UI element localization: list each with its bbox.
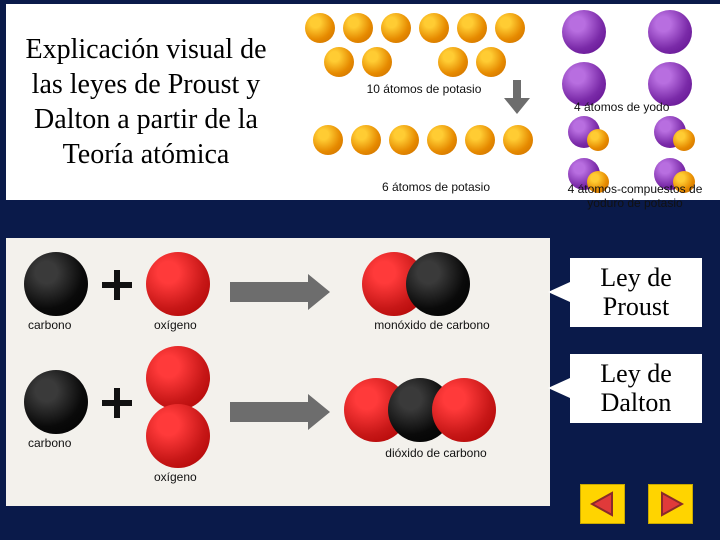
label-carbon-r1: carbono	[28, 318, 71, 332]
callout-proust-tail	[548, 282, 570, 302]
next-button[interactable]	[648, 484, 693, 524]
potassium-atom	[351, 125, 381, 155]
slide-title-text: Explicación visual de las leyes de Prous…	[12, 32, 280, 172]
potassium-atom	[389, 125, 419, 155]
carbon-atom	[24, 252, 88, 316]
label-oxygen-r2: oxígeno	[154, 470, 197, 484]
carbon-atom	[24, 370, 88, 434]
potassium-atom	[476, 47, 506, 77]
oxygen-atom	[146, 346, 210, 410]
potassium-atom	[381, 13, 411, 43]
potassium-atom	[313, 125, 343, 155]
arrow-right-icon	[230, 394, 330, 430]
oxygen-atom	[432, 378, 496, 442]
arrow-right-icon	[230, 274, 330, 310]
triangle-left-icon	[590, 491, 616, 517]
panel-carbon-oxygen: carbono oxígeno monóxido de carbono carbono…	[6, 238, 550, 506]
label-potassium-top: 10 átomos de potasio	[344, 82, 504, 96]
panel-iodine-compound: 4 átomos de yodo4 átomos-compuestos de y…	[542, 4, 720, 200]
prev-button[interactable]	[580, 484, 625, 524]
callout-proust: Ley de Proust	[568, 256, 704, 329]
potassium-atom	[503, 125, 533, 155]
label-oxygen-r1: oxígeno	[154, 318, 197, 332]
potassium-atom	[495, 13, 525, 43]
label-monoxide: monóxido de carbono	[372, 318, 492, 332]
callout-dalton-text: Ley de Dalton	[600, 359, 671, 417]
callout-proust-text: Ley de Proust	[600, 263, 671, 321]
potassium-atom	[427, 125, 457, 155]
potassium-atom-small	[587, 129, 609, 151]
potassium-atom	[457, 13, 487, 43]
label-potassium-bottom: 6 átomos de potasio	[356, 180, 516, 194]
oxygen-atom	[146, 252, 210, 316]
iodine-atom	[648, 10, 692, 54]
carbon-atom	[406, 252, 470, 316]
label-dioxide: dióxido de carbono	[376, 446, 496, 460]
callout-dalton-tail	[548, 378, 570, 398]
potassium-atom	[305, 13, 335, 43]
potassium-atom	[362, 47, 392, 77]
potassium-atom	[343, 13, 373, 43]
panel-potassium: 10 átomos de potasio 6 átomos de potasio	[286, 4, 544, 200]
iodine-atom	[562, 10, 606, 54]
potassium-atom	[438, 47, 468, 77]
plus-icon	[102, 270, 132, 305]
label-compound: 4 átomos-compuestos de yoduro de potasio	[550, 182, 720, 210]
label-carbon-r2: carbono	[28, 436, 71, 450]
potassium-atom-small	[673, 129, 695, 151]
potassium-atom	[324, 47, 354, 77]
potassium-atom	[465, 125, 495, 155]
triangle-right-icon	[658, 491, 684, 517]
arrow-down-icon	[500, 80, 534, 119]
potassium-atom	[419, 13, 449, 43]
callout-dalton: Ley de Dalton	[568, 352, 704, 425]
oxygen-atom	[146, 404, 210, 468]
label-iodine-top: 4 átomos de yodo	[574, 100, 669, 114]
slide-title: Explicación visual de las leyes de Prous…	[6, 4, 286, 200]
plus-icon	[102, 388, 132, 423]
